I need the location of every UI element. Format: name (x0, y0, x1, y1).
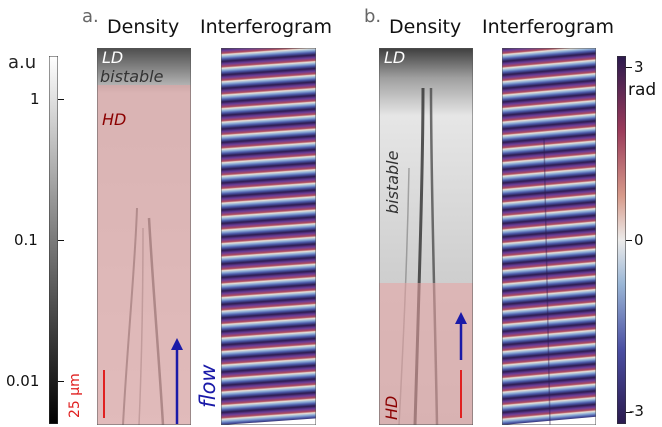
density-colorbar (49, 56, 58, 424)
panel-b-density-title: Density (389, 16, 462, 38)
panel-b-scalebar (460, 370, 462, 418)
phase-tick-0: 0 (634, 231, 644, 249)
phase-tick-neg3: -3 (629, 402, 644, 420)
panel-a-scalebar (103, 370, 105, 418)
panel-a-density-image (97, 48, 191, 425)
panel-a-flow-label: flow (196, 364, 220, 408)
panel-b-hd-label: HD (382, 395, 401, 420)
panel-b-interferogram-image (502, 48, 596, 425)
panel-a-hd-label: HD (102, 110, 127, 129)
panel-b-density-image (379, 48, 473, 425)
panel-b-flow-arrow (455, 312, 467, 360)
panel-a-flow-arrow (171, 338, 183, 424)
panel-b-interferogram-title: Interferogram (482, 16, 615, 38)
panel-a-interferogram-title: Interferogram (200, 16, 333, 38)
panel-a-scalebar-label: 25 µm (67, 373, 83, 418)
panel-a-letter: a. (82, 6, 99, 27)
phase-colorbar (617, 56, 626, 424)
panel-a-ld-label: LD (102, 48, 124, 67)
phase-tick-3: 3 (634, 58, 644, 76)
density-colorbar-unit: a.u (8, 52, 37, 73)
panel-a-interferogram-image (221, 48, 316, 425)
density-tick-2: 0.1 (14, 231, 38, 249)
panel-a-bistable-label: bistable (100, 67, 164, 86)
density-tick-1: 1 (30, 90, 40, 108)
phase-colorbar-unit: rad (628, 80, 657, 100)
panel-a-density-title: Density (107, 16, 180, 38)
panel-b-ld-label: LD (384, 48, 406, 67)
panel-b-bistable-label: bistable (383, 150, 402, 214)
density-tick-3: 0.01 (6, 372, 40, 390)
panel-b-letter: b. (364, 6, 382, 27)
